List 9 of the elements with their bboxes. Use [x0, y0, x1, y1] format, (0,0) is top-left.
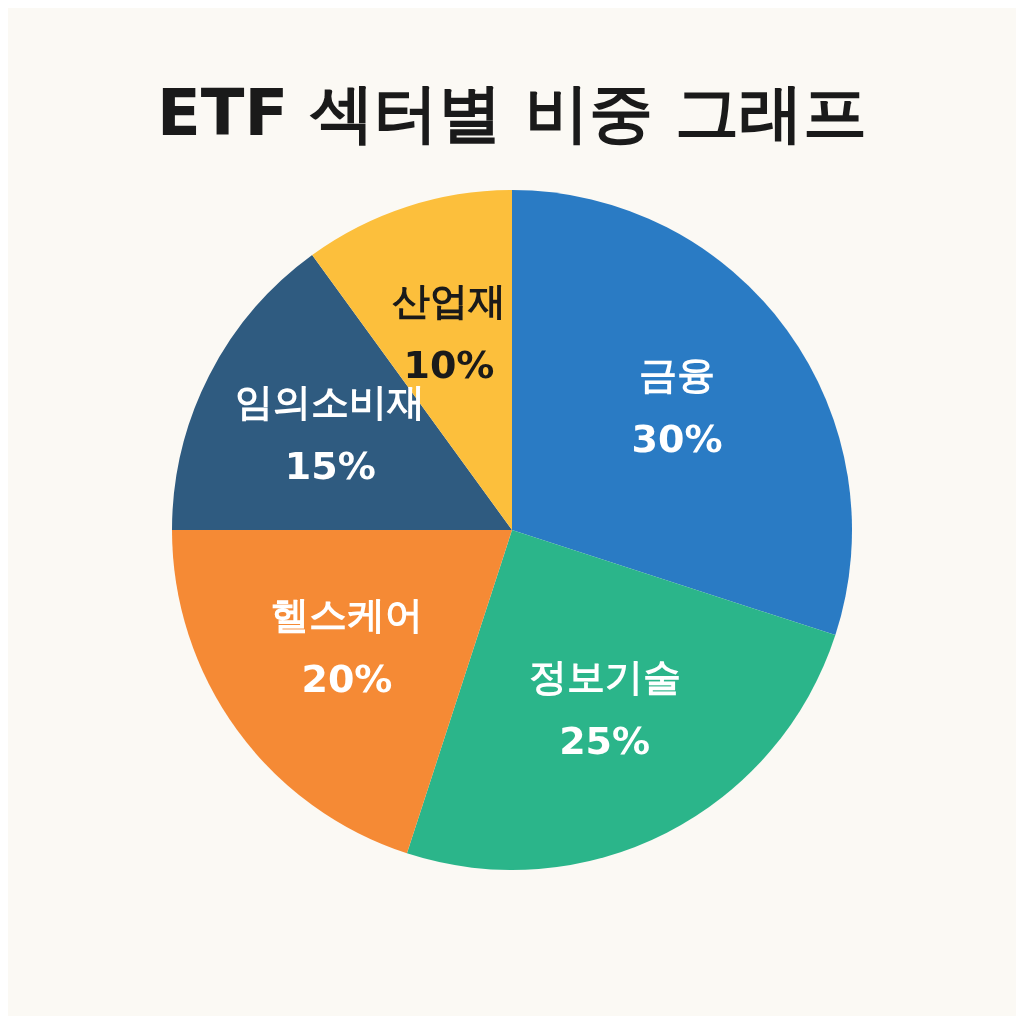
slice-label: 헬스케어 — [270, 592, 423, 637]
chart-title: ETF 섹터별 비중 그래프 — [156, 75, 868, 152]
data-label: 15% — [284, 444, 376, 489]
data-label: 20% — [301, 656, 393, 701]
data-label: 30% — [631, 416, 723, 461]
slice-label: 산업재 — [391, 278, 506, 323]
slice-label: 금융 — [639, 352, 716, 397]
data-label: 25% — [559, 718, 651, 763]
slice-label: 정보기술 — [528, 654, 681, 699]
